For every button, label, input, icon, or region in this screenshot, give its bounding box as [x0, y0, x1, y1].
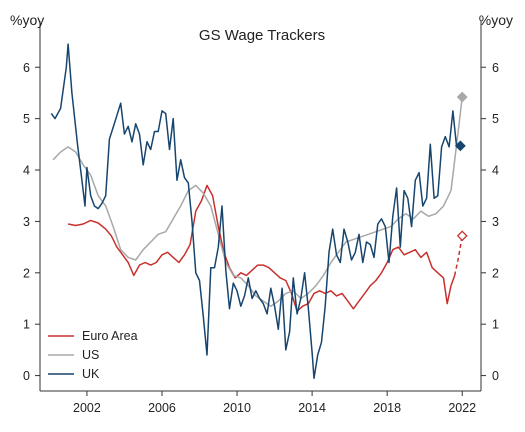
y-tick-label-right: 1: [492, 318, 499, 332]
y-tick-label-right: 5: [492, 112, 499, 126]
x-tick-label: 2018: [373, 401, 401, 415]
x-tick-label: 2014: [298, 401, 326, 415]
legend-label-us: US: [82, 348, 99, 362]
axes: 0 0 1 1 2 2 3 3 4 4 5 5 6 6 2002 2006 2010 2014 2018 2022: [23, 21, 499, 415]
series-line-uk: [50, 43, 461, 379]
legend: Euro Area US UK: [48, 329, 138, 381]
y-tick-label-left: 0: [23, 369, 30, 383]
legend-item-uk: UK: [48, 367, 100, 381]
series-line-euro-area-dashed: [453, 235, 463, 276]
series-end-marker-uk: [454, 140, 466, 152]
series-line-euro-area: [67, 184, 456, 313]
x-tick-label: 2022: [448, 401, 476, 415]
y-tick-label-left: 1: [23, 318, 30, 332]
y-tick-label-right: 6: [492, 61, 499, 75]
y-axis-unit-left: %yoy: [10, 12, 44, 28]
x-tick-label: 2006: [148, 401, 176, 415]
y-tick-label-left: 3: [23, 215, 30, 229]
y-tick-label-right: 4: [492, 164, 499, 178]
y-tick-label-left: 4: [23, 164, 30, 178]
series-line-us: [52, 97, 463, 307]
series-layer: [50, 43, 468, 379]
legend-label-euro-area: Euro Area: [82, 329, 138, 343]
y-tick-label-left: 6: [23, 61, 30, 75]
x-tick-label: 2010: [223, 401, 251, 415]
legend-item-us: US: [48, 348, 99, 362]
series-end-marker-us: [456, 91, 468, 103]
y-tick-label-right: 3: [492, 215, 499, 229]
y-tick-label-left: 2: [23, 266, 30, 280]
series-end-marker-euro-area: [456, 230, 468, 242]
legend-label-uk: UK: [82, 367, 100, 381]
y-tick-label-right: 0: [492, 369, 499, 383]
y-tick-label-right: 2: [492, 266, 499, 280]
chart-title: GS Wage Trackers: [199, 27, 325, 44]
x-tick-label: 2002: [73, 401, 101, 415]
y-tick-label-left: 5: [23, 112, 30, 126]
y-axis-unit-right: %yoy: [479, 12, 513, 28]
legend-item-euro-area: Euro Area: [48, 329, 138, 343]
